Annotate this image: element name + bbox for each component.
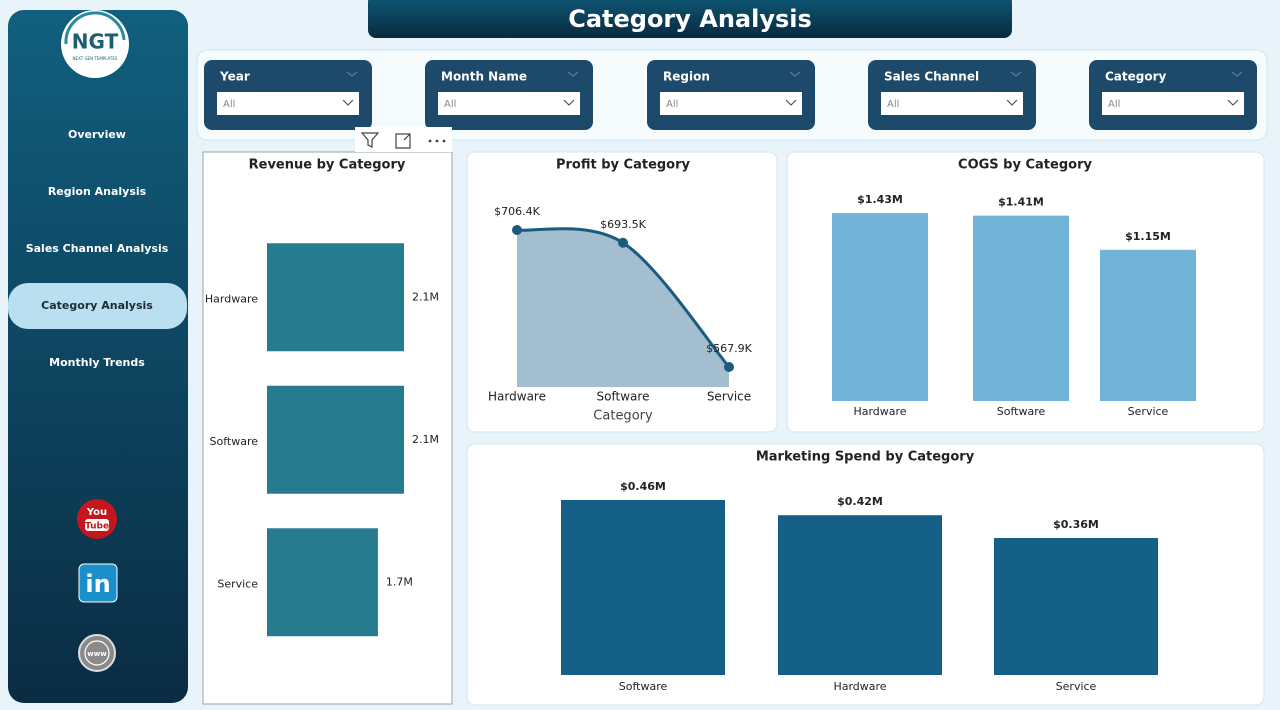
chevron xyxy=(342,99,354,106)
value-label: 2.1M xyxy=(412,433,439,446)
dropdown[interactable] xyxy=(1102,92,1244,115)
category-label: Hardware xyxy=(205,292,258,305)
category-label: Hardware xyxy=(853,405,906,418)
dropdown-value: All xyxy=(444,99,456,110)
chart-title: COGS by Category xyxy=(958,158,1092,173)
chevron xyxy=(1010,71,1022,77)
dropdown[interactable] xyxy=(438,92,580,115)
chart-title: Revenue by Category xyxy=(249,158,406,173)
value-label: $0.36M xyxy=(1053,518,1099,531)
category-label: Hardware xyxy=(488,390,546,404)
point xyxy=(512,225,522,235)
youtube-box xyxy=(85,519,109,531)
focus-icon[interactable] xyxy=(395,133,411,149)
sidebar xyxy=(8,10,188,703)
nav-item[interactable]: Category Analysis xyxy=(41,299,153,312)
bar xyxy=(267,528,378,637)
chevron xyxy=(1006,99,1018,106)
bar xyxy=(267,243,404,352)
value-label: $706.4K xyxy=(494,205,540,218)
category-label: Software xyxy=(210,435,259,448)
value-label: $1.15M xyxy=(1125,230,1171,243)
dropdown[interactable] xyxy=(217,92,359,115)
chart-title: Profit by Category xyxy=(556,158,691,173)
chevron xyxy=(563,99,575,106)
page-title: Category Analysis xyxy=(568,5,812,33)
logo-arc xyxy=(64,11,126,45)
value-label: $1.41M xyxy=(998,196,1044,209)
chevron xyxy=(1231,71,1243,77)
category-label: Service xyxy=(707,390,751,404)
web-text: www xyxy=(87,650,107,658)
filter-label: Category xyxy=(1105,70,1167,84)
value-label: $693.5K xyxy=(600,218,646,231)
category-label: Service xyxy=(217,577,258,590)
category-label: Hardware xyxy=(833,680,886,693)
filter-label: Sales Channel xyxy=(884,70,979,84)
linkedin-icon[interactable] xyxy=(78,563,118,603)
value-label: $0.46M xyxy=(620,480,666,493)
filter-label: Region xyxy=(663,70,710,84)
logo xyxy=(61,10,129,78)
value-label: $0.42M xyxy=(837,495,883,508)
nav-item[interactable]: Sales Channel Analysis xyxy=(26,242,169,255)
dropdown[interactable] xyxy=(660,92,802,115)
charts: Revenue by Category Hardware 2.1M Software 2… xyxy=(205,158,1196,693)
bar xyxy=(832,213,928,401)
chevron xyxy=(346,71,358,77)
bar xyxy=(267,385,404,494)
globe xyxy=(84,640,110,666)
bar xyxy=(778,515,942,675)
chart-title: Marketing Spend by Category xyxy=(756,450,975,465)
filter-label: Year xyxy=(219,70,250,84)
category-label: Software xyxy=(997,405,1046,418)
chevron xyxy=(789,71,801,77)
nav-item[interactable]: Region Analysis xyxy=(48,185,147,198)
area xyxy=(517,228,729,387)
dropdown[interactable] xyxy=(881,92,1023,115)
nav: Overview Region Analysis Sales Channel Ana… xyxy=(8,128,187,369)
linkedin-text: in xyxy=(85,570,110,598)
nav-active xyxy=(8,283,187,329)
dropdown-value: All xyxy=(1108,99,1120,110)
title-banner xyxy=(368,0,1012,38)
category-label: Service xyxy=(1128,405,1169,418)
bar xyxy=(994,538,1158,675)
bar xyxy=(561,500,725,675)
dropdown-value: All xyxy=(223,99,235,110)
web-icon[interactable] xyxy=(78,634,116,672)
bar xyxy=(973,215,1069,401)
filter-label: Month Name xyxy=(441,70,527,84)
youtube-text: You xyxy=(86,507,107,518)
logo-text: NGT xyxy=(72,30,119,54)
value-label: $567.9K xyxy=(706,342,752,355)
point xyxy=(724,362,734,372)
bar xyxy=(1100,249,1196,401)
chevron xyxy=(567,71,579,77)
nav-item[interactable]: Monthly Trends xyxy=(49,356,145,369)
dropdown-value: All xyxy=(887,99,899,110)
point xyxy=(618,237,628,248)
filters: Year All Month Name All Region All Sales Chann… xyxy=(204,60,1257,130)
chevron xyxy=(785,99,797,106)
category-label: Software xyxy=(597,390,650,404)
youtube-text: Tube xyxy=(85,522,109,532)
x-axis-title: Category xyxy=(593,409,653,424)
dropdown-value: All xyxy=(666,99,678,110)
filter-icon[interactable] xyxy=(360,132,380,148)
more-icon[interactable] xyxy=(428,139,446,143)
chevron xyxy=(1227,99,1239,106)
value-label: 2.1M xyxy=(412,290,439,303)
category-label: Service xyxy=(1056,680,1097,693)
logo-caption: NEXT GEN TEMPLATES xyxy=(73,56,118,61)
category-label: Software xyxy=(619,680,668,693)
nav-item[interactable]: Overview xyxy=(68,128,126,141)
value-label: $1.43M xyxy=(857,193,903,206)
value-label: 1.7M xyxy=(386,575,413,588)
